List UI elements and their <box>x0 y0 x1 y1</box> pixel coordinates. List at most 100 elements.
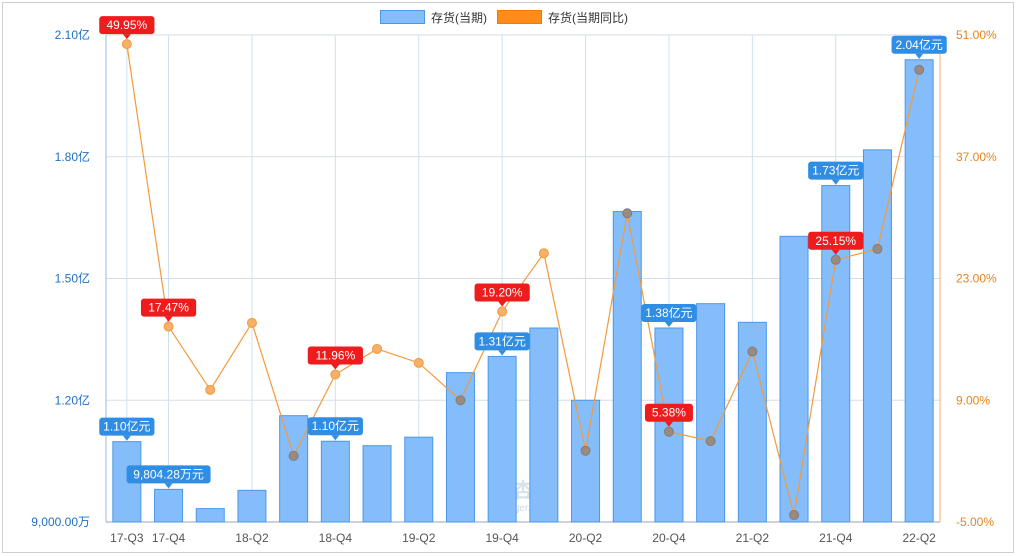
yoy-label-17-Q4-box <box>140 298 197 317</box>
yoy-point-19-Q2 <box>413 357 424 368</box>
bar-22-Q2 <box>904 59 934 523</box>
bar-18-Q4 <box>320 440 350 523</box>
bar-17-Q4 <box>154 488 184 523</box>
yoy-label-17-Q4: 17.47% <box>148 301 189 315</box>
bar-19-Q4 <box>487 355 517 523</box>
bar-label-22-Q2-pointer <box>915 53 924 59</box>
x-tick-label: 20-Q2 <box>569 531 603 545</box>
yoy-point-21-Q1 <box>705 436 716 447</box>
bar-label-21-Q4-pointer <box>831 179 840 185</box>
legend-item-inventory-yoy[interactable]: 存货(当期同比) <box>497 9 628 26</box>
yoy-label-21-Q4-box <box>808 231 864 250</box>
x-tick-label: 17-Q4 <box>152 531 186 545</box>
yoy-point-17-Q4 <box>163 321 174 332</box>
legend-swatch-line <box>497 10 542 24</box>
yoy-point-18-Q4 <box>330 369 341 380</box>
legend-item-inventory[interactable]: 存货(当期) <box>380 9 487 26</box>
left-tick-label: 2.10亿 <box>55 27 90 42</box>
bar-label-21-Q4-box <box>808 161 864 180</box>
bar-label-17-Q3-pointer <box>122 435 131 441</box>
yoy-point-19-Q1 <box>372 343 383 354</box>
yoy-point-22-Q2 <box>914 64 925 75</box>
bar-label-19-Q4-pointer <box>498 350 507 356</box>
yoy-point-22-Q1 <box>872 243 883 254</box>
bar-label-19-Q4-box <box>474 332 530 351</box>
x-tick-label: 21-Q2 <box>736 531 770 545</box>
bar-18-Q1 <box>195 508 225 523</box>
bar-label-17-Q3: 1.10亿元 <box>103 419 150 434</box>
yoy-point-20-Q2 <box>580 445 591 456</box>
yoy-label-18-Q4-pointer <box>331 364 340 370</box>
yoy-label-20-Q4-pointer <box>664 421 673 427</box>
yoy-label-21-Q4-pointer <box>831 249 840 255</box>
yoy-point-18-Q3 <box>288 450 299 461</box>
yoy-point-19-Q3 <box>455 395 466 406</box>
yoy-point-18-Q2 <box>246 317 257 328</box>
right-tick-label: 9.00% <box>956 393 990 407</box>
yoy-label-18-Q4: 11.96% <box>315 349 355 363</box>
bar-label-17-Q4: 9,804.28万元 <box>133 467 204 481</box>
bar-label-22-Q2: 2.04亿元 <box>895 37 942 52</box>
bar-label-18-Q4-box <box>307 417 363 436</box>
bar-18-Q3 <box>279 415 309 523</box>
x-tick-label: 22-Q2 <box>902 531 936 545</box>
yoy-label-18-Q4-box <box>307 346 363 365</box>
bar-19-Q2 <box>404 436 434 523</box>
yoy-point-21-Q2 <box>747 346 758 357</box>
x-tick-label: 17-Q3 <box>110 531 144 545</box>
bar-label-18-Q4-pointer <box>331 435 340 441</box>
yoy-point-18-Q1 <box>205 384 216 395</box>
bar-19-Q1 <box>362 445 392 523</box>
bar-label-20-Q4: 1.38亿元 <box>645 305 692 320</box>
x-tick-label: 18-Q4 <box>319 531 353 545</box>
yoy-label-17-Q3-box <box>99 16 155 35</box>
legend: 存货(当期) 存货(当期同比) <box>380 8 638 26</box>
bar-21-Q1 <box>696 303 726 523</box>
yoy-point-20-Q1 <box>538 248 549 259</box>
yoy-point-19-Q4 <box>497 306 508 317</box>
bar-21-Q3 <box>779 235 809 523</box>
yoy-label-20-Q4-box <box>644 403 693 422</box>
yoy-point-20-Q3 <box>622 208 633 219</box>
bar-label-20-Q4-pointer <box>664 322 673 328</box>
bar-18-Q2 <box>237 489 267 523</box>
right-tick-label: 23.00% <box>956 272 997 286</box>
bar-label-20-Q4-box <box>641 304 697 323</box>
bar-label-17-Q3-box <box>99 417 155 436</box>
yoy-point-17-Q3 <box>121 39 132 50</box>
right-tick-label: 51.00% <box>956 28 997 42</box>
right-tick-label: 37.00% <box>956 150 997 164</box>
yoy-point-20-Q4 <box>663 426 674 437</box>
bar-label-17-Q4-pointer <box>164 483 173 489</box>
bar-label-17-Q4-box <box>126 465 211 484</box>
watermark-url: lixinger.com <box>497 503 550 514</box>
bar-label-19-Q4: 1.31亿元 <box>478 333 525 348</box>
legend-swatch-bar <box>380 10 425 24</box>
yoy-label-19-Q4: 19.20% <box>482 286 523 300</box>
yoy-label-17-Q3: 49.95% <box>106 18 147 32</box>
left-tick-label: 9,000.00万 <box>31 515 90 529</box>
left-tick-label: 1.50亿 <box>55 271 90 286</box>
yoy-label-19-Q4-pointer <box>498 301 507 307</box>
yoy-label-19-Q4-box <box>474 283 530 302</box>
legend-label-inventory-yoy: 存货(当期同比) <box>548 10 628 25</box>
yoy-line <box>126 44 920 516</box>
yoy-label-17-Q3-pointer <box>122 34 131 40</box>
x-tick-label: 19-Q4 <box>485 531 519 545</box>
bar-label-22-Q2-box <box>891 35 947 54</box>
bar-22-Q1 <box>862 149 892 523</box>
x-tick-label: 21-Q4 <box>819 531 853 545</box>
x-tick-label: 20-Q4 <box>652 531 686 545</box>
x-tick-label: 19-Q2 <box>402 531 436 545</box>
legend-label-inventory: 存货(当期) <box>431 10 487 25</box>
bar-20-Q2 <box>571 399 601 523</box>
yoy-point-21-Q3 <box>789 510 800 521</box>
x-tick-label: 18-Q2 <box>235 531 269 545</box>
bar-19-Q3 <box>445 372 475 523</box>
left-tick-label: 1.20亿 <box>55 392 90 407</box>
bar-20-Q1 <box>529 327 559 523</box>
right-tick-label: -5.00% <box>956 515 994 529</box>
yoy-label-21-Q4: 25.15% <box>815 234 856 248</box>
yoy-label-17-Q4-pointer <box>164 316 173 322</box>
